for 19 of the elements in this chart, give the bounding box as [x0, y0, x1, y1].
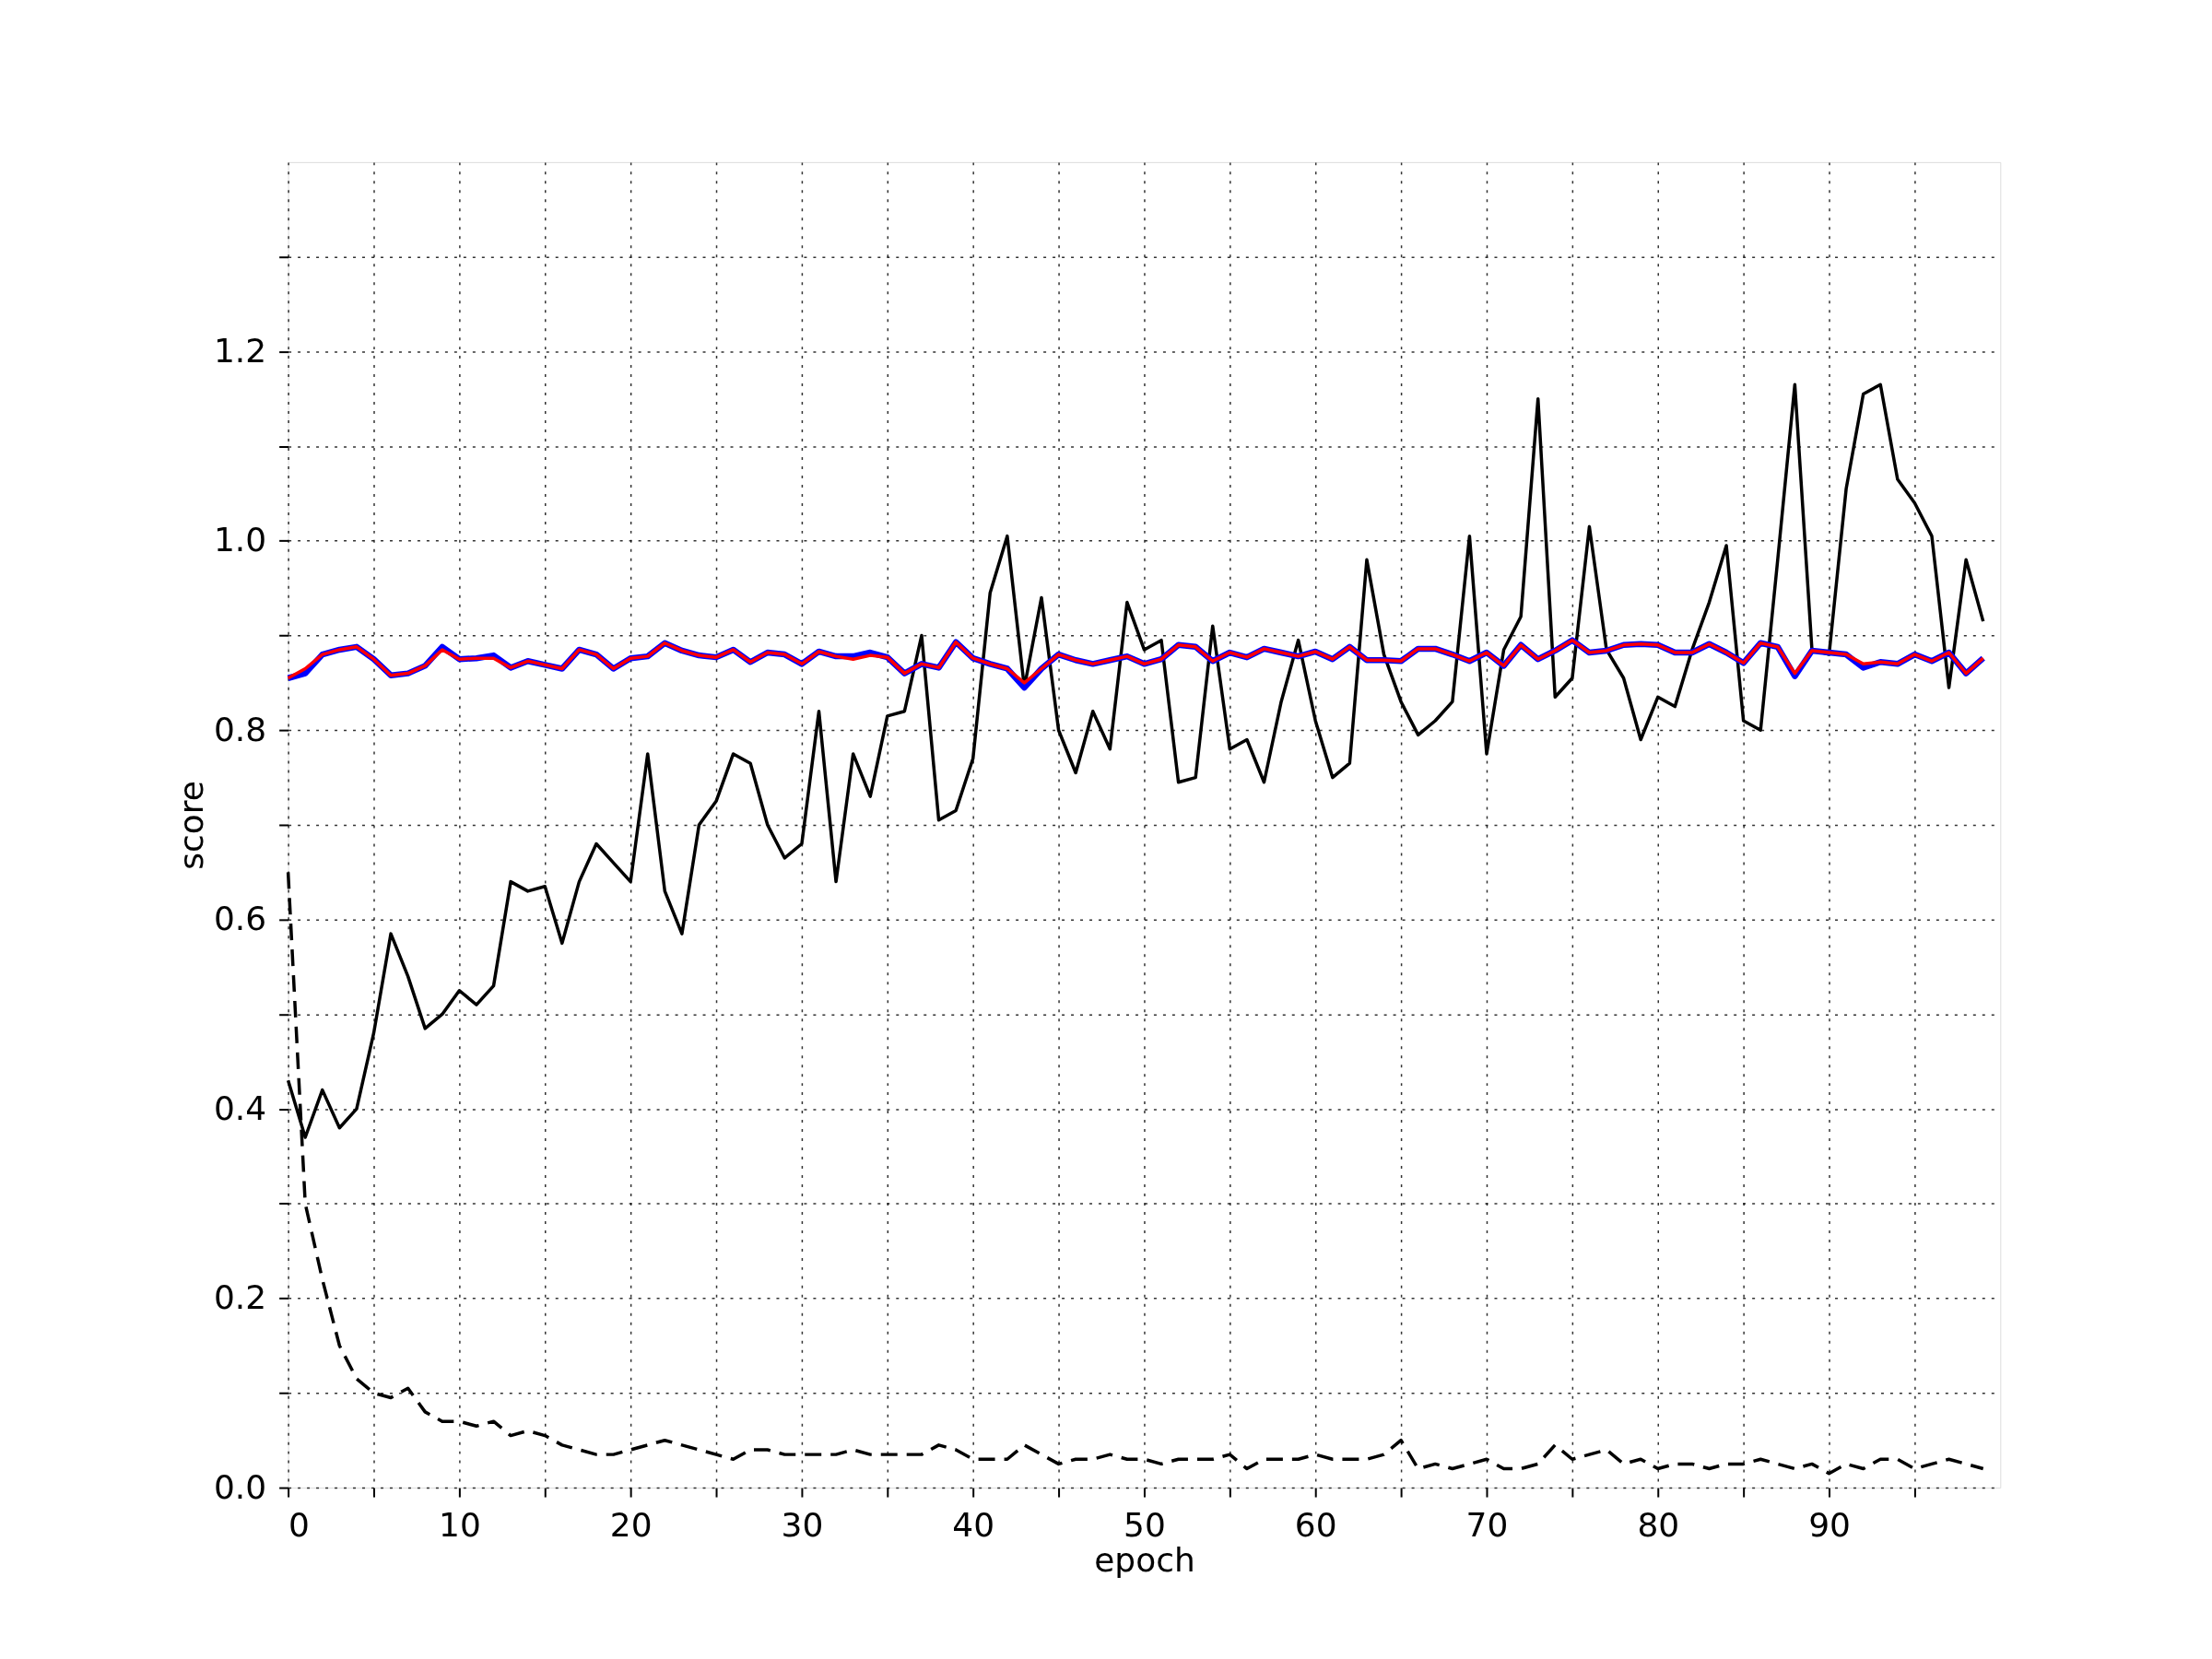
x-tick-label: 40: [952, 1505, 995, 1544]
y-tick-label: 0.6: [213, 900, 267, 938]
x-tick-label: 20: [609, 1505, 653, 1544]
y-tick-label: 1.2: [213, 331, 267, 370]
y-tick-label: 1.0: [213, 521, 267, 559]
y-tick-label: 0.4: [213, 1088, 267, 1127]
x-axis-title: epoch: [1094, 1541, 1195, 1580]
x-tick-label: 60: [1294, 1505, 1337, 1544]
x-tick-label: 10: [439, 1505, 481, 1544]
x-tick-label: 30: [781, 1505, 824, 1544]
x-tick-label: 70: [1465, 1505, 1509, 1544]
y-axis-title: score: [171, 781, 210, 870]
x-tick-label: 50: [1124, 1505, 1166, 1544]
y-tick-label: 0.2: [213, 1278, 267, 1317]
x-tick-label: 90: [1808, 1505, 1851, 1544]
y-tick-label: 0.8: [213, 710, 267, 748]
x-tick-label: 0: [288, 1505, 310, 1544]
y-tick-label: 0.0: [213, 1467, 267, 1506]
x-tick-label: 80: [1637, 1505, 1680, 1544]
